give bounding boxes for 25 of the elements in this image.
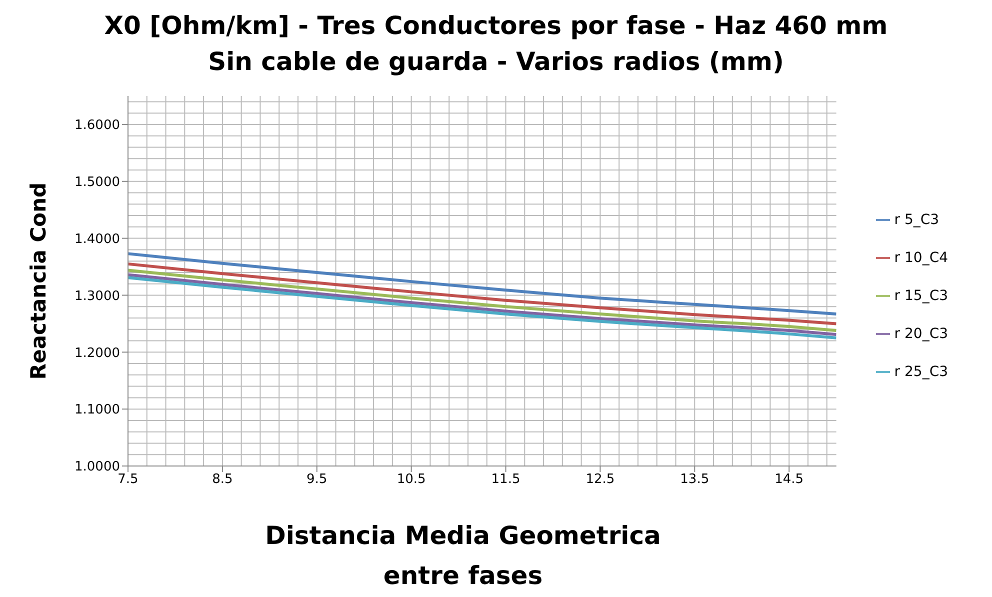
x-tick-label: 14.5 bbox=[774, 472, 804, 488]
line-series bbox=[128, 252, 836, 316]
y-axis-title: Reactancia Cond bbox=[26, 182, 50, 380]
legend-label: r 20_C3 bbox=[894, 326, 948, 342]
legend-label: r 10_C4 bbox=[894, 250, 948, 266]
y-tick-label: 1.4000 bbox=[74, 232, 120, 247]
legend-label: r 5_C3 bbox=[894, 212, 940, 228]
x-tick-label: 10.5 bbox=[396, 472, 426, 488]
x-tick-label: 7.5 bbox=[118, 472, 138, 488]
x-tick-label: 11.5 bbox=[491, 472, 520, 488]
y-tick-label: 1.2000 bbox=[74, 346, 120, 361]
x-tick-label: 13.5 bbox=[680, 472, 710, 488]
line-series bbox=[128, 262, 836, 326]
x-tick-label: 12.5 bbox=[586, 472, 615, 488]
y-tick-label: 1.5000 bbox=[74, 175, 120, 190]
legend-label: r 15_C3 bbox=[894, 288, 948, 304]
x-tick-label: 8.5 bbox=[212, 472, 233, 488]
x-tick-label: 9.5 bbox=[306, 472, 328, 488]
y-tick-label: 1.3000 bbox=[74, 288, 120, 304]
y-tick-label: 1.0000 bbox=[74, 460, 120, 475]
chart-title: X0 [Ohm/km] - Tres Conductores por fase - Haz 460 mm Sin cable de guarda - Varios radios (mm) bbox=[103, 10, 889, 78]
x-axis-title: Distancia Media Geometrica entre fases bbox=[264, 520, 662, 592]
legend-label: r 25_C3 bbox=[894, 364, 948, 380]
y-tick-label: 1.1000 bbox=[74, 402, 120, 418]
y-tick-label: 1.6000 bbox=[74, 118, 120, 134]
